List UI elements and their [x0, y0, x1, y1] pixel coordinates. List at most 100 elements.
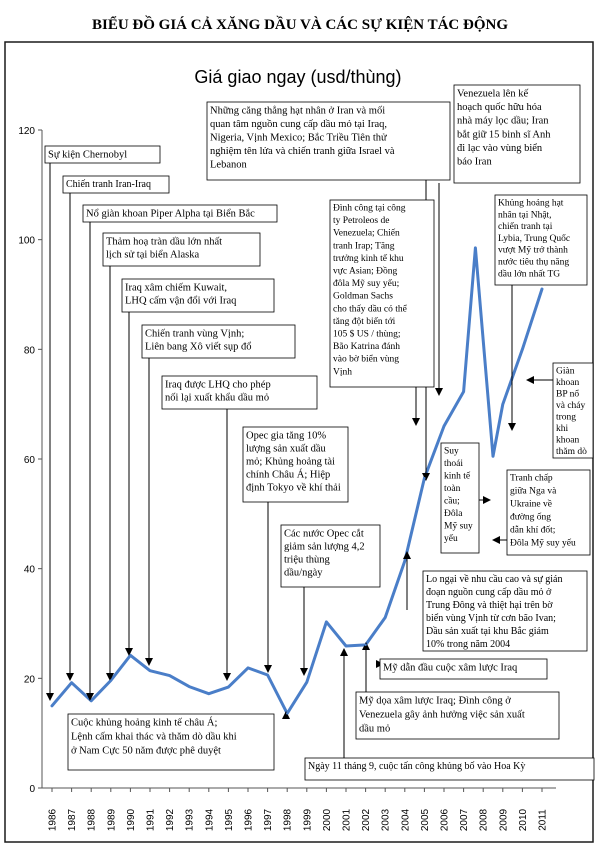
annotation-line: Liên bang Xô viết sụp đổ [145, 342, 251, 353]
annotation-line: ở Nam Cực 50 năm được phê duyệt [71, 746, 221, 757]
x-tick-label: 2001 [342, 808, 353, 831]
annotation-line: báo Iran [457, 157, 492, 168]
annotation-alaska: Thảm hoạ tràn dầu lớn nhất lịch sử tại bi… [102, 232, 261, 267]
annotation-line: chiến tranh tại [498, 221, 553, 232]
annotation-line: Lebanon [210, 160, 247, 171]
x-tick-label: 1987 [67, 808, 78, 831]
y-tick-label: 100 [18, 236, 35, 247]
annotation-text: Lo ngại về nhu cầu cao và sự gián đoạn ng… [426, 574, 562, 650]
x-tick-label: 1999 [302, 808, 313, 831]
annotation-line: Venezuela gây ảnh hưởng việc sản xuất [359, 710, 525, 721]
annotation-line: Giàn [556, 367, 575, 377]
annotation-text: Chiến tranh vùng Vịnh; Liên bang Xô viết … [145, 329, 251, 353]
annotation-line: cho thấy dầu có thể [333, 303, 408, 314]
annotation-opec-1997: Opec gia tăng 10% lượng sản xuất dầu mỏ; K… [242, 426, 349, 503]
annotation-line: Đôla [444, 509, 463, 519]
annotation-text: Opec gia tăng 10% lượng sản xuất dầu mỏ; K… [246, 431, 341, 494]
data-point [227, 685, 230, 689]
annotation-box [67, 713, 275, 771]
annotation-text: Những căng thẳng hạt nhân ở Iran và mối q… [210, 106, 395, 171]
annotation-line: Những căng thẳng hạt nhân ở Iran và mối [210, 106, 385, 117]
annotation-box [82, 204, 278, 223]
annotation-line: Tranh chấp [510, 473, 553, 484]
annotation-line: nhà máy lọc dầu; Iran [457, 116, 549, 127]
annotation-line: đoạn nguồn cung cấp dầu mỏ ở [426, 587, 552, 598]
data-point [462, 390, 465, 393]
annotation-chernobyl: Sự kiện Chernobyl [44, 145, 161, 164]
annotation-line: Lybia, Trung Quốc [498, 233, 570, 244]
annotation-text: Tranh chấp giữa Nga và Ukraine về đường ống… [510, 473, 576, 549]
annotation-text: Các nước Opec cắt giảm sản lượng 4,2 triệu… [284, 529, 365, 579]
annotation-line: dầu/ngày [284, 568, 323, 579]
data-point [148, 669, 152, 672]
x-tick-label: 2003 [381, 808, 392, 831]
annotation-line: trưởng kinh tế khu [333, 253, 404, 264]
x-tick-label: 1986 [48, 808, 59, 831]
annotation-line: lịch sử tại biển Alaska [106, 250, 200, 261]
annotation-line: Nigeria, Vịnh Mexico; Bắc Triều Tiên thử [210, 133, 387, 144]
x-tick-label: 1996 [244, 808, 255, 831]
annotation-line: khi [556, 424, 569, 434]
annotation-gulf-war: Chiến tranh vùng Vịnh; Liên bang Xô viết … [141, 324, 296, 359]
data-point [90, 699, 93, 703]
annotation-line: Venezuela; Chiến [333, 228, 400, 239]
data-point [286, 712, 289, 715]
annotation-line: tranh Irap; Tăng [333, 241, 395, 251]
annotation-text: Ngày 11 tháng 9, cuộc tấn công khủng bố … [308, 761, 525, 772]
data-point [384, 616, 387, 619]
annotation-supply-concern: Lo ngại về nhu cầu cao và sự gián đoạn ng… [422, 570, 588, 652]
annotation-line: Vịnh [333, 367, 352, 377]
annotation-us-iraq: Mỹ dẫn đầu cuộc xâm lược Iraq [379, 658, 548, 680]
annotation-line: định Tokyo về khí thải [246, 483, 341, 494]
x-tick-label: 2005 [420, 808, 431, 831]
annotation-line: vượt Mỹ trở thành [498, 246, 568, 256]
annotation-text: Mỹ dọa xâm lược Iraq; Đình công ở Venezue… [359, 696, 525, 735]
annotation-line: đi lạc vào vùng biển [457, 143, 543, 154]
x-tick-label: 1995 [224, 808, 235, 831]
annotation-line: mỏ; Khủng hoảng tài [246, 457, 335, 468]
annotation-line: Iraq được LHQ cho phép [165, 380, 271, 391]
data-point [266, 673, 269, 677]
x-tick-label: 2006 [440, 808, 451, 831]
annotation-box [121, 278, 275, 313]
x-tick-label: 1994 [204, 808, 215, 831]
annotation-box [141, 324, 296, 359]
data-point [540, 287, 544, 291]
annotation-bp: Giàn khoan BP nổ và cháy trong khi khoan thăm d… [552, 362, 594, 459]
data-point [501, 402, 504, 406]
data-point [491, 455, 495, 458]
annotation-asia-crisis: Cuộc khủng hoảng kinh tế châu Á; Lệnh cấm… [67, 713, 275, 771]
data-point [403, 559, 406, 563]
annotation-line: đường ống [510, 512, 551, 523]
annotation-threat-iraq: Mỹ dọa xâm lược Iraq; Đình công ở Venezue… [355, 691, 560, 740]
x-tick-label: 1992 [165, 808, 176, 831]
annotation-text: Venezuela lên kế hoạch quốc hữu hóa nhà má… [457, 89, 551, 168]
data-point [168, 674, 171, 677]
annotation-line: Khủng hoảng hạt [498, 199, 564, 209]
chart-title: Giá giao ngay (usd/thùng) [194, 67, 401, 87]
y-tick-label: 80 [24, 345, 36, 356]
x-tick-label: 1988 [87, 808, 98, 831]
x-tick-label: 1989 [106, 808, 117, 831]
annotation-line: nghiệm tên lửa và chiến tranh giữa Israe… [210, 146, 395, 157]
annotation-box [329, 199, 435, 388]
annotation-line: Lệnh cấm khai thác và thăm dò dầu khi [71, 732, 237, 743]
data-point [521, 348, 524, 351]
annotation-line: Ngày 11 tháng 9, cuộc tấn công khủng bố … [308, 761, 525, 772]
x-tick-label: 2000 [322, 808, 333, 831]
annotation-box [494, 194, 588, 286]
annotation-text: Iraq xâm chiếm Kuwait, LHQ cấm vận đổi vớ… [125, 283, 237, 307]
annotation-russia-ukraine: Tranh chấp giữa Nga và Ukraine về đường ống… [506, 469, 591, 556]
annotation-venezuela: Venezuela lên kế hoạch quốc hữu hóa nhà má… [453, 84, 581, 184]
annotation-box [379, 658, 548, 680]
annotation-line: nối lại xuất khẩu dầu mỏ [165, 393, 269, 404]
annotation-nuclear-tension: Những căng thẳng hạt nhân ở Iran và mối q… [206, 101, 451, 181]
annotation-line: trong [556, 413, 576, 423]
annotation-text: Suy thoái kinh tế toàn cầu; Đôla Mỹ suy yếu [444, 447, 473, 545]
annotation-line: vào bờ biển vùng [333, 354, 399, 365]
y-tick-label: 20 [24, 674, 36, 685]
annotation-box [440, 442, 480, 554]
annotation-line: Mỹ dọa xâm lược Iraq; Đình công ở [359, 696, 511, 707]
annotation-line: khoan [556, 378, 579, 388]
x-tick-label: 2008 [479, 808, 490, 831]
